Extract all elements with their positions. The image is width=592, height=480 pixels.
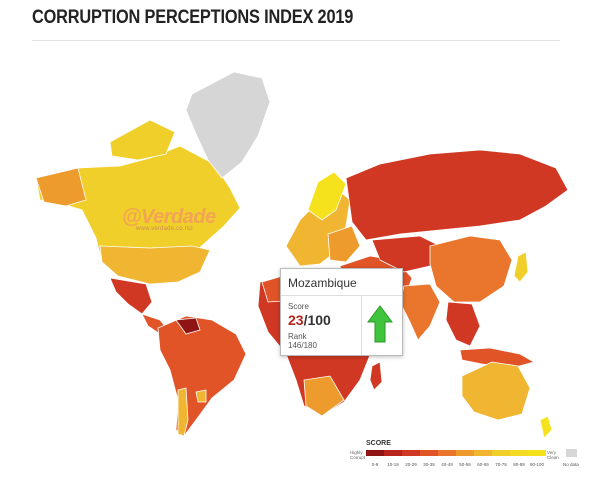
- legend-swatch: [492, 450, 510, 456]
- legend-swatch: [438, 450, 456, 456]
- legend-range-label: 50-59: [459, 462, 471, 467]
- legend-range-label: 80-89: [513, 462, 525, 467]
- region-venezuela[interactable]: [175, 317, 201, 335]
- tooltip-rank-label: Rank: [288, 332, 307, 341]
- tooltip-country-name: Mozambique: [281, 269, 402, 296]
- region-china[interactable]: [429, 235, 513, 303]
- title-divider: [32, 40, 560, 41]
- tooltip-score-label: Score: [288, 302, 309, 311]
- tooltip-divider: [361, 296, 362, 355]
- legend-swatch: [366, 450, 384, 456]
- region-scandinavia[interactable]: [307, 171, 347, 221]
- legend-range-label: 10-19: [387, 462, 399, 467]
- tooltip-score: 23/100: [288, 312, 360, 328]
- world-map[interactable]: [0, 50, 592, 440]
- legend-color-scale: [366, 450, 546, 456]
- legend-swatch: [402, 450, 420, 456]
- tooltip-score-value: 23: [288, 312, 304, 328]
- tooltip-rank-value: 146/180: [288, 341, 317, 350]
- legend-swatch: [528, 450, 546, 456]
- region-alaska[interactable]: [35, 167, 87, 207]
- region-india[interactable]: [399, 283, 441, 341]
- region-southern-africa[interactable]: [303, 375, 345, 417]
- region-usa[interactable]: [99, 245, 211, 285]
- legend-no-data-swatch: [566, 449, 577, 457]
- watermark-url: www.verdade.co.mz: [136, 226, 194, 232]
- region-japan[interactable]: [513, 251, 529, 283]
- legend-range-label: 20-29: [405, 462, 417, 467]
- legend-swatch: [510, 450, 528, 456]
- page-title: CORRUPTION PERCEPTIONS INDEX 2019: [32, 7, 354, 28]
- region-madagascar[interactable]: [369, 361, 383, 391]
- legend-swatch: [474, 450, 492, 456]
- legend-swatch: [420, 450, 438, 456]
- region-indonesia[interactable]: [459, 347, 536, 369]
- region-central-asia[interactable]: [371, 235, 441, 273]
- legend-range-label: 0-9: [371, 462, 379, 467]
- country-tooltip: Mozambique Score 23/100 Rank 146/180: [280, 268, 403, 356]
- region-russia[interactable]: [345, 149, 569, 241]
- legend-range-label: 40-49: [441, 462, 453, 467]
- region-australia[interactable]: [461, 361, 531, 421]
- legend-swatch: [384, 450, 402, 456]
- region-mexico[interactable]: [109, 277, 153, 315]
- region-arctic-islands[interactable]: [109, 119, 176, 161]
- watermark: @Verdade www.verdade.co.mz: [122, 206, 216, 232]
- tooltip-score-max: /100: [303, 312, 331, 328]
- tooltip-stats: Score 23/100 Rank 146/180: [288, 302, 360, 350]
- legend-range-label: 60-69: [477, 462, 489, 467]
- legend-range-label: 70-79: [495, 462, 507, 467]
- legend-swatch: [456, 450, 474, 456]
- watermark-logo: @Verdade: [122, 206, 216, 228]
- region-south-america[interactable]: [157, 315, 247, 437]
- legend-high-label: Very Clean: [547, 450, 559, 460]
- region-uruguay[interactable]: [195, 389, 207, 403]
- legend-no-data-label: No data: [563, 462, 579, 467]
- region-eastern-europe[interactable]: [327, 225, 361, 263]
- legend-title: SCORE: [366, 440, 391, 447]
- region-greenland[interactable]: [185, 71, 271, 179]
- region-new-zealand[interactable]: [539, 415, 553, 439]
- legend-range-label: 30-39: [423, 462, 435, 467]
- legend-range-label: 90-100: [529, 462, 544, 467]
- legend-range-labels: 0-9 10-19 20-29 30-39 40-49 50-59 60-69 …: [366, 462, 546, 467]
- region-southeast-asia[interactable]: [445, 301, 481, 347]
- region-chile[interactable]: [177, 387, 189, 437]
- score-legend: SCORE Highly Corrupt Very Clean 0-9 10-1…: [350, 440, 590, 480]
- legend-low-label: Highly Corrupt: [350, 450, 366, 460]
- up-arrow-icon: [367, 305, 393, 343]
